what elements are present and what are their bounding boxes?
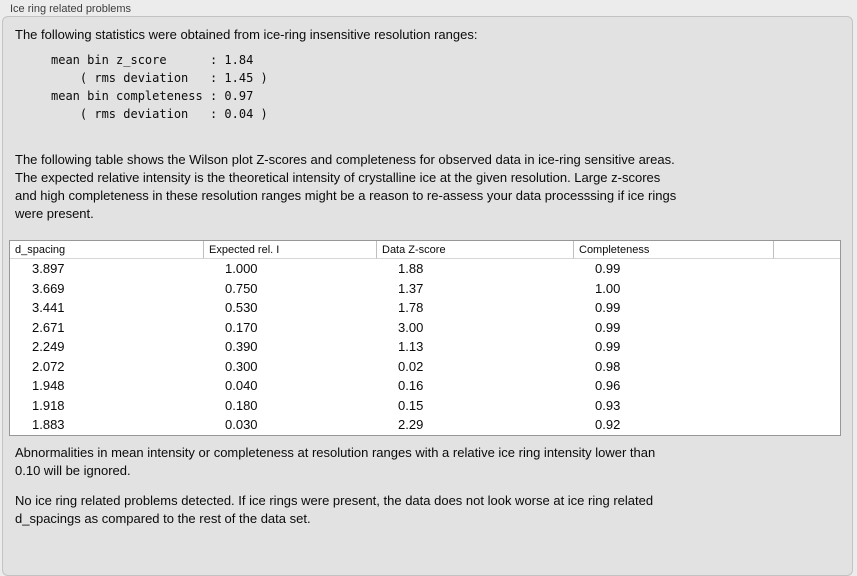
table-cell: 3.441 [32, 300, 65, 316]
table-cell: 0.030 [225, 417, 258, 433]
table-cell: 0.170 [225, 319, 258, 335]
table-cell: 0.99 [595, 339, 621, 355]
ice-ring-report-panel: The following statistics were obtained f… [2, 16, 853, 576]
table-row: 1.918 0.180 0.15 0.93 [10, 396, 840, 416]
table-cell: 1.948 [32, 378, 65, 394]
table-cell: 0.96 [595, 378, 621, 394]
table-cell: 0.15 [398, 397, 424, 413]
table-cell [773, 337, 840, 357]
column-header: Completeness [573, 241, 773, 259]
column-header [773, 241, 840, 259]
table-cell: 3.897 [32, 261, 65, 277]
table-cell: 0.99 [595, 300, 621, 316]
table-cell: 0.92 [595, 417, 621, 433]
stats-block: mean bin z_score : 1.84 ( rms deviation … [51, 53, 268, 121]
table-row: 1.948 0.040 0.16 0.96 [10, 376, 840, 396]
table-cell: 0.180 [225, 397, 258, 413]
table-cell [773, 415, 840, 435]
table-cell: 0.02 [398, 358, 424, 374]
stats-intro-text: The following statistics were obtained f… [15, 27, 478, 42]
table-cell [773, 376, 840, 396]
table-cell: 3.669 [32, 280, 65, 296]
table-cell [773, 279, 840, 299]
table-cell: 1.918 [32, 397, 65, 413]
table-cell: 1.00 [595, 280, 621, 296]
table-row: 3.669 0.750 1.37 1.00 [10, 279, 840, 299]
table-row: 2.249 0.390 1.13 0.99 [10, 337, 840, 357]
table-cell: 0.040 [225, 378, 258, 394]
column-header: d_spacing [10, 241, 203, 259]
table-row: 1.883 0.030 2.29 0.92 [10, 415, 840, 435]
table-cell [773, 396, 840, 416]
conclusion-text: No ice ring related problems detected. I… [15, 492, 654, 526]
table-cell: 0.93 [595, 397, 621, 413]
column-header: Expected rel. I [203, 241, 376, 259]
table-cell [773, 259, 840, 279]
table-cell: 0.99 [595, 261, 621, 277]
table-row: 3.441 0.530 1.78 0.99 [10, 298, 840, 318]
table-cell: 2.249 [32, 339, 65, 355]
table-row: 3.897 1.000 1.88 0.99 [10, 259, 840, 279]
table-cell: 2.671 [32, 319, 65, 335]
table-row: 2.671 0.170 3.00 0.99 [10, 318, 840, 338]
table-cell: 0.390 [225, 339, 258, 355]
table-cell: 0.99 [595, 319, 621, 335]
table-cell: 1.883 [32, 417, 65, 433]
table-cell: 1.88 [398, 261, 424, 277]
table-cell: 0.300 [225, 358, 258, 374]
ice-ring-table: d_spacing Expected rel. I Data Z-score Comp… [9, 240, 841, 436]
table-cell [773, 357, 840, 377]
column-header: Data Z-score [376, 241, 573, 259]
table-cell: 2.072 [32, 358, 65, 374]
table-cell [773, 318, 840, 338]
table-cell: 1.000 [225, 261, 258, 277]
table-header-row: d_spacing Expected rel. I Data Z-score Comp… [10, 241, 840, 259]
table-cell: 1.37 [398, 280, 424, 296]
table-cell: 0.98 [595, 358, 621, 374]
table-cell: 1.78 [398, 300, 424, 316]
table-cell: 0.530 [225, 300, 258, 316]
table-cell [773, 298, 840, 318]
table-cell: 2.29 [398, 417, 424, 433]
table-cell: 1.13 [398, 339, 424, 355]
section-title: Ice ring related problems [10, 3, 132, 15]
ignore-note-text: Abnormalities in mean intensity or compl… [15, 444, 656, 478]
table-cell: 0.750 [225, 280, 258, 296]
table-cell: 0.16 [398, 378, 424, 394]
table-row: 2.072 0.300 0.02 0.98 [10, 357, 840, 377]
table-cell: 3.00 [398, 319, 424, 335]
table-description-text: The following table shows the Wilson plo… [15, 152, 677, 221]
